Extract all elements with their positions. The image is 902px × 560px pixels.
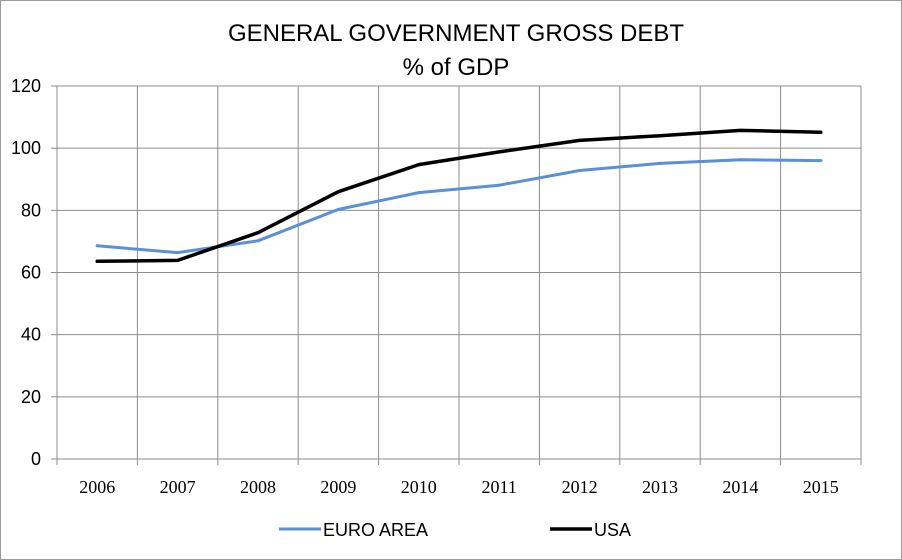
x-tick-label: 2011 <box>482 477 517 497</box>
x-tick-label: 2008 <box>240 477 276 497</box>
data-point <box>819 130 823 134</box>
series-line <box>95 128 823 264</box>
chart-title: GENERAL GOVERNMENT GROSS DEBT <box>228 20 684 47</box>
x-tick-label: 2009 <box>320 477 356 497</box>
x-tick-label: 2007 <box>160 477 196 497</box>
data-point <box>256 239 260 243</box>
y-tick-label: 40 <box>21 325 41 345</box>
data-point <box>336 207 340 211</box>
y-tick-label: 100 <box>11 138 41 158</box>
x-tick-label: 2010 <box>401 477 437 497</box>
data-point <box>658 134 662 138</box>
data-point <box>176 251 180 255</box>
data-point <box>658 161 662 165</box>
gridlines <box>56 85 862 465</box>
y-tick-label: 80 <box>21 200 41 220</box>
data-point <box>336 190 340 194</box>
legend-label: USA <box>594 520 631 540</box>
x-tick-label: 2014 <box>722 477 758 497</box>
y-tick-label: 0 <box>31 449 41 469</box>
data-point <box>95 259 99 263</box>
data-point <box>497 183 501 187</box>
data-point <box>417 163 421 167</box>
legend-label: EURO AREA <box>323 520 428 540</box>
data-point <box>578 169 582 173</box>
y-tick-label: 120 <box>11 76 41 96</box>
y-tick-label: 20 <box>21 387 41 407</box>
data-point <box>738 128 742 132</box>
legend: EURO AREA USA <box>279 520 631 540</box>
series-lines <box>95 128 823 264</box>
data-point <box>738 158 742 162</box>
x-tick-label: 2013 <box>642 477 678 497</box>
data-point <box>819 159 823 163</box>
axes: 0 20 40 60 80 100 120 2006 2007 2008 2009 2010 2011 2… <box>11 76 839 497</box>
x-tick-label: 2006 <box>79 477 115 497</box>
data-point <box>578 138 582 142</box>
x-tick-label: 2012 <box>562 477 598 497</box>
data-point <box>95 244 99 248</box>
chart-subtitle: % of GDP <box>403 54 510 81</box>
data-point <box>417 191 421 195</box>
y-tick-label: 60 <box>21 263 41 283</box>
data-point <box>176 258 180 262</box>
data-point <box>497 150 501 154</box>
x-tick-label: 2015 <box>803 477 839 497</box>
data-point <box>256 231 260 235</box>
